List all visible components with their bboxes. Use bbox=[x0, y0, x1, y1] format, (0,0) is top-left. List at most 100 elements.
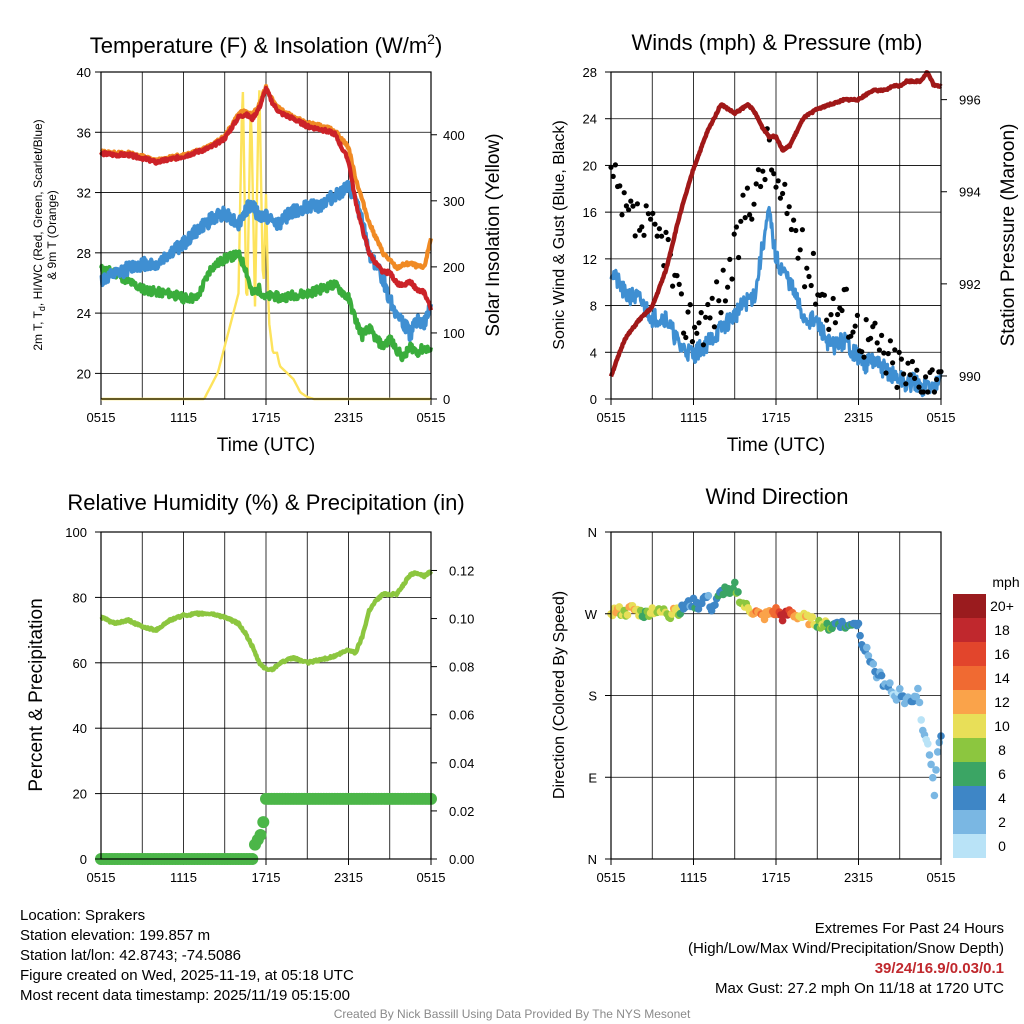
precip-ytick-label: 0.08 bbox=[449, 660, 474, 675]
gust-point bbox=[795, 255, 801, 261]
humidity-title: Relative Humidity (%) & Precipitation (i… bbox=[67, 490, 464, 515]
direction-point bbox=[886, 679, 894, 687]
temp-title: Temperature (F) & Insolation (W/m2) bbox=[90, 31, 443, 58]
direction-point bbox=[917, 716, 925, 724]
gust-point bbox=[714, 279, 720, 285]
max-gust: Max Gust: 27.2 mph On 11/18 at 1720 UTC bbox=[714, 980, 1004, 997]
speed-legend-label: 4 bbox=[998, 790, 1006, 806]
gust-point bbox=[617, 183, 623, 189]
gust-point bbox=[729, 276, 735, 282]
gust-point bbox=[843, 286, 850, 292]
temp-ytick-label: 36 bbox=[77, 125, 91, 140]
gust-point bbox=[634, 201, 641, 207]
gust-point bbox=[912, 375, 918, 381]
station-info: Location: Sprakers Station elevation: 19… bbox=[20, 906, 354, 1006]
gust-point bbox=[753, 181, 759, 187]
gust-point bbox=[782, 181, 788, 187]
station-location: Location: Sprakers bbox=[20, 907, 146, 924]
direction-point bbox=[933, 748, 942, 756]
insolation-ytick-label: 400 bbox=[443, 128, 465, 143]
pressure-ylabel-right: Station Pressure (Maroon) bbox=[998, 124, 1019, 347]
gust-point bbox=[771, 171, 777, 177]
speed-legend-swatch bbox=[953, 810, 986, 834]
gust-point bbox=[758, 183, 764, 190]
speed-legend-label: 18 bbox=[994, 622, 1010, 638]
wind-ytick-label: 8 bbox=[590, 299, 597, 314]
precip-ytick-label: 0.00 bbox=[449, 852, 474, 867]
temperature-xlabel: Time (UTC) bbox=[217, 435, 316, 456]
wind-series-line bbox=[609, 205, 943, 398]
winds-xtick-label: 0515 bbox=[597, 410, 626, 425]
winds-title: Winds (mph) & Pressure (mb) bbox=[632, 30, 923, 55]
gust-point bbox=[718, 310, 724, 316]
gust-point bbox=[747, 212, 753, 218]
gust-point bbox=[786, 204, 792, 210]
speed-legend-swatch bbox=[953, 786, 986, 810]
precip-point bbox=[257, 816, 270, 829]
wind-ytick-label: 28 bbox=[583, 65, 597, 80]
insolation-ytick-label: 100 bbox=[443, 326, 465, 341]
humidity-xtick-label: 1715 bbox=[252, 870, 281, 885]
temperature-xtick-label: 0515 bbox=[87, 410, 116, 425]
station-latlon: Station lat/lon: 42.8743; -74.5086 bbox=[20, 947, 242, 964]
direction-point bbox=[932, 766, 940, 774]
gust-point bbox=[923, 374, 929, 380]
gust-point bbox=[848, 333, 854, 339]
humidity-xtick-label: 2315 bbox=[334, 870, 363, 885]
gust-point bbox=[901, 371, 907, 377]
gust-point bbox=[894, 384, 900, 390]
gust-point bbox=[828, 312, 834, 318]
gust-point bbox=[659, 233, 665, 239]
dir-ytick-label: S bbox=[588, 689, 597, 704]
gust-point bbox=[808, 282, 814, 289]
gust-point bbox=[722, 298, 729, 304]
precip-ytick-label: 0.10 bbox=[449, 612, 474, 627]
gust-point bbox=[775, 178, 781, 184]
gust-point bbox=[821, 292, 828, 298]
gust-point bbox=[802, 284, 808, 290]
speed-legend-swatch bbox=[953, 690, 986, 714]
temp-title-superscript: 2 bbox=[427, 31, 435, 47]
gust-point bbox=[793, 227, 799, 234]
gust-point bbox=[738, 218, 744, 224]
gust-point bbox=[698, 310, 704, 316]
gust-point bbox=[784, 210, 790, 217]
temperature-xtick-label: 1115 bbox=[170, 410, 197, 425]
speed-legend-label: 8 bbox=[998, 742, 1006, 758]
gust-point bbox=[852, 323, 858, 329]
dir-ytick-label: N bbox=[588, 525, 597, 540]
direction-point bbox=[935, 738, 944, 747]
gust-point bbox=[705, 301, 711, 308]
gust-point bbox=[740, 192, 746, 198]
gust-point bbox=[676, 281, 682, 287]
gust-point bbox=[892, 347, 898, 353]
gust-point bbox=[744, 185, 751, 191]
gust-point bbox=[700, 342, 707, 348]
gust-point bbox=[610, 173, 616, 179]
direction-point bbox=[896, 685, 904, 693]
rh-ytick-label: 60 bbox=[73, 656, 87, 671]
insolation-ytick-label: 300 bbox=[443, 194, 465, 209]
gust-point bbox=[709, 295, 715, 301]
gust-point bbox=[881, 350, 887, 356]
gust-point bbox=[641, 232, 647, 238]
wind-ytick-label: 24 bbox=[583, 112, 597, 127]
direction-point bbox=[914, 684, 922, 693]
rh-series-line bbox=[99, 569, 434, 673]
extremes-subtitle: (High/Low/Max Wind/Precipitation/Snow De… bbox=[688, 940, 1004, 957]
precip-ytick-label: 0.04 bbox=[449, 756, 474, 771]
temp-ylabel-rest: , HI/WC (Red, Green, Scarlet/Blue) bbox=[31, 119, 45, 306]
station-elevation: Station elevation: 199.857 m bbox=[20, 927, 211, 944]
gust-point bbox=[925, 389, 931, 395]
speed-legend-label: 14 bbox=[994, 670, 1010, 686]
precip-ytick-label: 0.06 bbox=[449, 708, 474, 723]
humidity-xtick-label: 1115 bbox=[170, 870, 197, 885]
temp-ytick-label: 24 bbox=[77, 306, 91, 321]
rh-ytick-label: 100 bbox=[65, 525, 87, 540]
gust-point bbox=[854, 312, 861, 318]
direction-point bbox=[778, 616, 787, 625]
gust-point bbox=[883, 370, 889, 376]
humidity-xtick-label: 0515 bbox=[87, 870, 116, 885]
temp-ytick-label: 32 bbox=[77, 186, 91, 201]
